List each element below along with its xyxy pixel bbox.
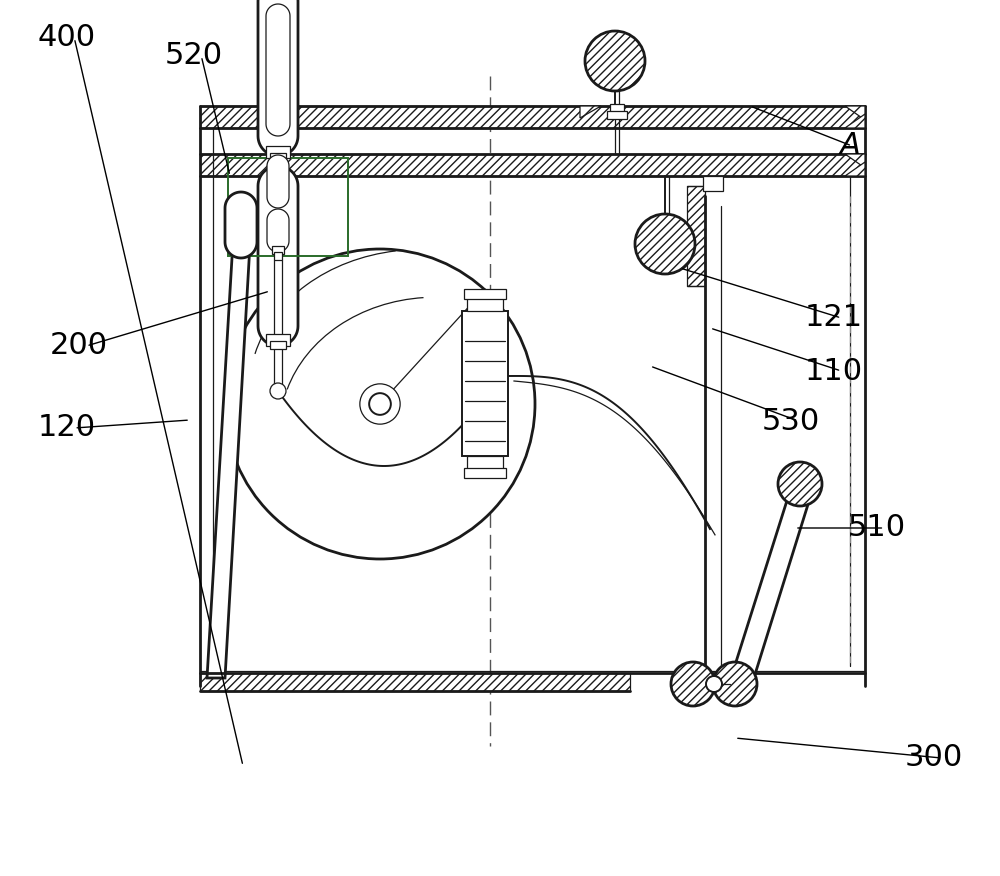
Bar [464,468,506,478]
Polygon shape [225,192,257,258]
Bar [274,252,282,260]
Circle shape [360,384,400,424]
Polygon shape [258,0,298,156]
Text: 400: 400 [38,24,96,53]
Polygon shape [845,114,865,128]
Polygon shape [266,4,290,136]
Circle shape [270,383,286,399]
Polygon shape [845,162,865,176]
Text: 121: 121 [805,303,863,333]
Bar [703,176,723,191]
Circle shape [713,662,757,706]
Bar [228,158,348,256]
Bar [266,146,290,158]
Bar [270,341,286,349]
Polygon shape [267,155,289,208]
Bar [266,334,290,346]
Polygon shape [730,491,810,684]
Text: 120: 120 [38,413,96,442]
Polygon shape [267,209,289,252]
Circle shape [671,662,715,706]
Polygon shape [258,166,298,346]
Text: 520: 520 [165,41,223,70]
Bar [272,246,284,254]
Circle shape [369,393,391,415]
Bar [462,311,508,456]
Circle shape [778,462,822,506]
Bar [607,111,627,119]
Bar [467,456,503,470]
Text: 510: 510 [848,513,906,542]
Polygon shape [845,106,865,120]
Text: 110: 110 [805,357,863,385]
Text: 300: 300 [905,744,963,773]
Bar [464,289,506,299]
Polygon shape [845,154,865,168]
Bar [200,106,865,128]
Bar [467,297,503,311]
Bar [200,673,630,691]
Polygon shape [207,241,250,678]
Circle shape [585,31,645,91]
Text: A: A [840,131,861,160]
Text: 200: 200 [50,331,108,361]
Bar [687,186,705,286]
Bar [270,153,286,161]
Text: 530: 530 [762,406,820,435]
Polygon shape [580,106,601,118]
Circle shape [225,249,535,559]
Circle shape [635,214,695,274]
Circle shape [706,676,722,692]
Bar [610,104,624,113]
Bar [200,154,865,176]
